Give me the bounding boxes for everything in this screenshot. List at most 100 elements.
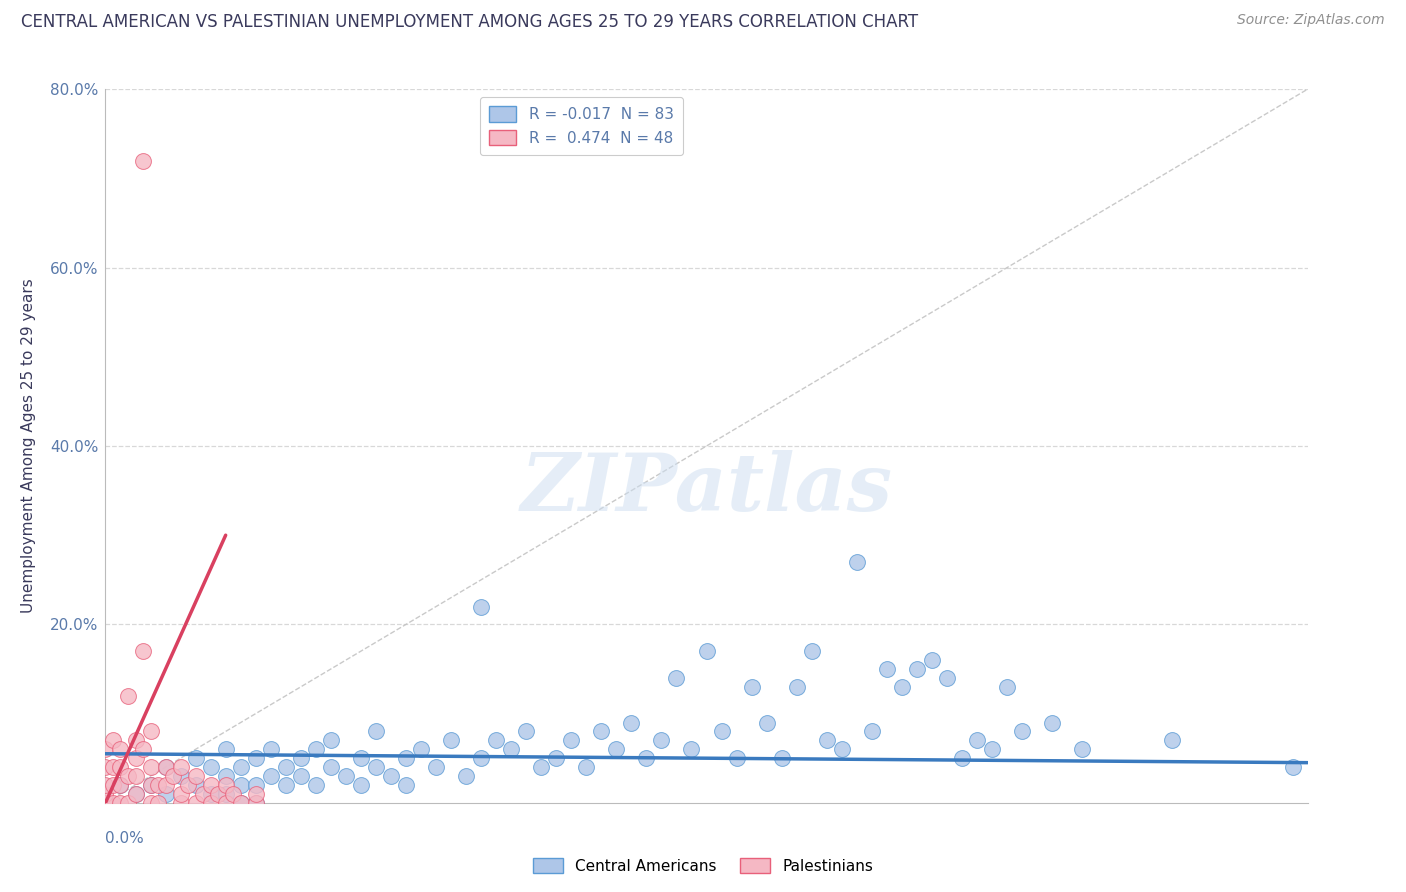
Point [191, 787, 214, 801]
Point [936, 671, 959, 685]
Point [214, 778, 236, 792]
Point [364, 724, 387, 739]
Point [139, 796, 162, 810]
Point [245, 796, 267, 810]
Point [1161, 733, 1184, 747]
Point [245, 778, 267, 792]
Point [395, 778, 418, 792]
Point [921, 653, 943, 667]
Text: CENTRAL AMERICAN VS PALESTINIAN UNEMPLOYMENT AMONG AGES 25 TO 29 YEARS CORRELATI: CENTRAL AMERICAN VS PALESTINIAN UNEMPLOY… [21, 13, 918, 31]
Point [124, 787, 146, 801]
Point [146, 778, 169, 792]
Point [94, 796, 117, 810]
Point [124, 751, 146, 765]
Point [117, 796, 139, 810]
Text: ZIPatlas: ZIPatlas [520, 450, 893, 527]
Point [274, 760, 297, 774]
Point [319, 760, 342, 774]
Point [681, 742, 703, 756]
Point [741, 680, 763, 694]
Point [110, 760, 132, 774]
Point [146, 796, 169, 810]
Point [110, 778, 132, 792]
Point [229, 796, 252, 810]
Point [575, 760, 598, 774]
Point [245, 751, 267, 765]
Point [605, 742, 627, 756]
Point [409, 742, 432, 756]
Point [620, 715, 643, 730]
Point [860, 724, 883, 739]
Point [650, 733, 672, 747]
Point [725, 751, 748, 765]
Point [169, 769, 191, 783]
Text: Source: ZipAtlas.com: Source: ZipAtlas.com [1237, 13, 1385, 28]
Point [214, 742, 236, 756]
Point [546, 751, 568, 765]
Point [229, 760, 252, 774]
Point [200, 787, 222, 801]
Point [845, 555, 868, 569]
Point [162, 769, 184, 783]
Point [94, 787, 117, 801]
Point [94, 760, 117, 774]
Point [1071, 742, 1094, 756]
Point [117, 769, 139, 783]
Point [132, 742, 155, 756]
Point [132, 644, 155, 658]
Y-axis label: Unemployment Among Ages 25 to 29 years: Unemployment Among Ages 25 to 29 years [21, 278, 37, 614]
Point [184, 751, 207, 765]
Legend: R = -0.017  N = 83, R =  0.474  N = 48: R = -0.017 N = 83, R = 0.474 N = 48 [479, 97, 683, 155]
Point [200, 760, 222, 774]
Point [214, 796, 236, 810]
Point [155, 778, 177, 792]
Point [200, 796, 222, 810]
Point [305, 778, 328, 792]
Point [214, 769, 236, 783]
Point [425, 760, 447, 774]
Point [950, 751, 973, 765]
Point [101, 796, 124, 810]
Point [319, 733, 342, 747]
Point [94, 742, 117, 756]
Point [260, 769, 283, 783]
Point [786, 680, 808, 694]
Point [169, 760, 191, 774]
Point [110, 796, 132, 810]
Point [364, 760, 387, 774]
Text: 0.0%: 0.0% [105, 831, 145, 847]
Point [139, 778, 162, 792]
Point [890, 680, 912, 694]
Point [169, 796, 191, 810]
Point [380, 769, 402, 783]
Point [530, 760, 553, 774]
Point [815, 733, 838, 747]
Point [501, 742, 523, 756]
Point [665, 671, 688, 685]
Point [245, 796, 267, 810]
Point [350, 778, 373, 792]
Point [155, 787, 177, 801]
Point [139, 760, 162, 774]
Point [905, 662, 928, 676]
Point [155, 760, 177, 774]
Point [335, 769, 357, 783]
Point [139, 724, 162, 739]
Point [636, 751, 658, 765]
Point [184, 769, 207, 783]
Point [770, 751, 793, 765]
Point [155, 760, 177, 774]
Point [560, 733, 582, 747]
Point [350, 751, 373, 765]
Point [132, 153, 155, 168]
Point [101, 733, 124, 747]
Point [1011, 724, 1033, 739]
Point [470, 599, 492, 614]
Point [274, 778, 297, 792]
Point [184, 796, 207, 810]
Point [117, 689, 139, 703]
Point [214, 787, 236, 801]
Point [101, 778, 124, 792]
Point [124, 787, 146, 801]
Legend: Central Americans, Palestinians: Central Americans, Palestinians [526, 852, 880, 880]
